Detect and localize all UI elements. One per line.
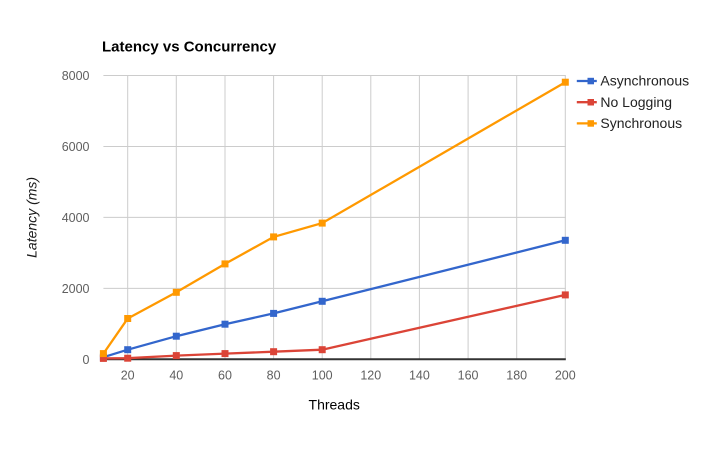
svg-text:40: 40 [169,369,183,383]
svg-text:2000: 2000 [62,282,90,296]
svg-text:Latency vs Concurrency: Latency vs Concurrency [102,38,277,55]
svg-text:120: 120 [360,369,381,383]
svg-text:140: 140 [409,369,430,383]
svg-text:60: 60 [218,369,232,383]
svg-text:Latency (ms): Latency (ms) [23,177,39,258]
svg-text:Threads: Threads [309,397,360,413]
svg-text:8000: 8000 [62,69,90,83]
svg-text:6000: 6000 [62,140,90,154]
svg-text:No Logging: No Logging [600,94,672,110]
svg-text:180: 180 [506,369,527,383]
svg-text:4000: 4000 [62,211,90,225]
svg-text:Synchronous: Synchronous [600,115,682,131]
svg-text:0: 0 [83,353,90,367]
svg-text:100: 100 [312,369,333,383]
svg-text:80: 80 [267,369,281,383]
svg-text:160: 160 [458,369,479,383]
svg-text:200: 200 [555,369,576,383]
svg-text:20: 20 [121,369,135,383]
svg-text:Asynchronous: Asynchronous [600,73,689,89]
